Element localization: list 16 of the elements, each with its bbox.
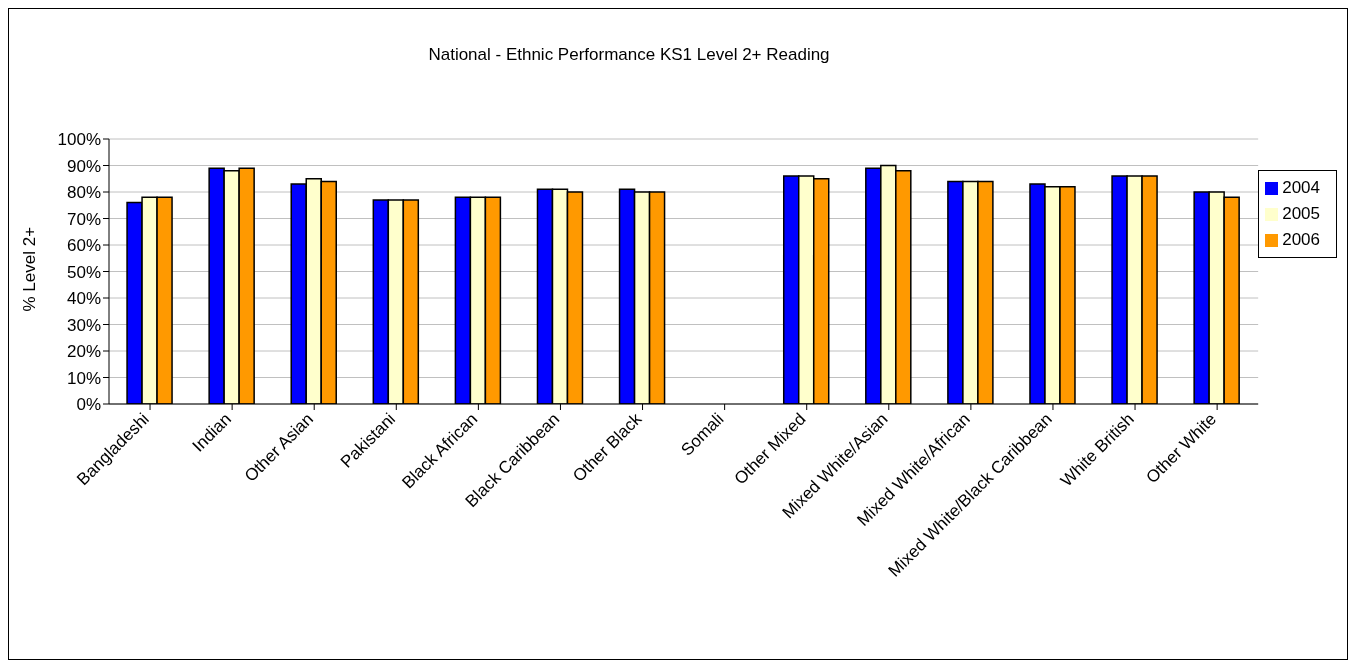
legend-label: 2005 xyxy=(1282,204,1320,223)
y-tick-label: 80% xyxy=(66,183,101,203)
legend-label: 2006 xyxy=(1282,230,1320,249)
y-tick-label: 10% xyxy=(66,368,101,388)
y-tick-label: 40% xyxy=(66,289,101,309)
y-tick-label: 50% xyxy=(66,262,101,282)
y-tick-label: 30% xyxy=(66,315,101,335)
legend-label: 2004 xyxy=(1282,178,1320,197)
y-tick-label: 100% xyxy=(57,130,101,150)
y-tick-label: 90% xyxy=(66,156,101,176)
y-tick-label: 20% xyxy=(66,342,101,362)
y-tick-label: 60% xyxy=(66,236,101,256)
y-axis-title: % Level 2+ xyxy=(20,226,40,312)
chart-title: National - Ethnic Performance KS1 Level 2+ Reading xyxy=(427,45,831,65)
y-tick-label: 70% xyxy=(66,209,101,229)
y-tick-label: 0% xyxy=(76,395,101,415)
